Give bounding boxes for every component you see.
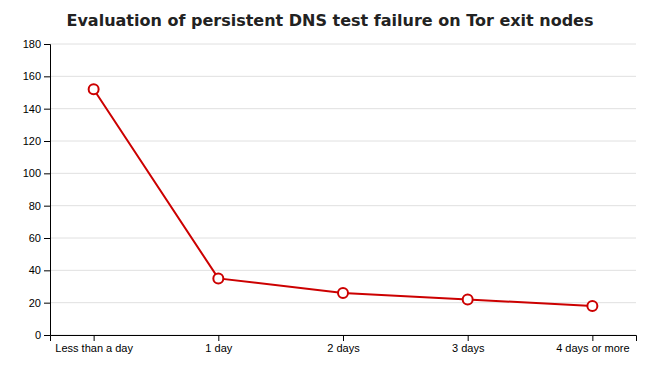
y-tick-label: 100 [23,167,41,179]
line [94,89,593,306]
x-tick-mark [218,335,219,341]
x-tick: 1 day [205,335,232,354]
y-tick: 80 [29,200,50,212]
x-tick-label: 3 days [452,342,485,354]
y-tick: 120 [23,135,50,147]
x-tick: Less than a day [55,335,133,354]
grid-line [50,205,636,206]
y-tick-mark [44,173,50,174]
y-tick-mark [44,303,50,304]
y-tick: 40 [29,264,50,276]
x-tick-mark [468,335,469,341]
y-tick-label: 160 [23,70,41,82]
grid-line [50,44,636,45]
y-tick-label: 0 [35,329,41,341]
x-tick: 2 days [327,335,360,354]
x-tick-label: 2 days [327,342,360,354]
x-tick-mark [592,335,593,341]
chart: 0 20 40 60 80 100 120 140 160 180 Less than a day 1… [0,0,660,371]
y-axis: 0 20 40 60 80 100 120 140 160 180 [23,38,51,341]
x-axis-line [51,336,637,342]
y-tick-label: 20 [29,297,41,309]
y-tick-mark [44,141,50,142]
x-tick-mark [343,335,344,341]
y-tick-mark [44,238,50,239]
grid-line [50,270,636,271]
y-tick: 60 [29,232,50,244]
x-tick-label: 4 days or more [556,342,629,354]
marks [89,84,598,311]
point [587,301,597,311]
y-tick: 140 [23,103,50,115]
point [213,273,223,283]
y-tick: 20 [29,297,50,309]
y-tick-mark [44,76,50,77]
grid-line [50,173,636,174]
grid-line [50,238,636,239]
y-tick: 180 [23,38,50,50]
y-tick-mark [44,206,50,207]
y-tick: 100 [23,167,50,179]
point [338,288,348,298]
grid [50,44,636,335]
point [89,84,99,94]
title: Evaluation of persistent DNS test failur… [67,11,594,30]
y-tick-mark [44,109,50,110]
y-tick-label: 180 [23,38,41,50]
y-axis-line [44,45,51,336]
y-tick-label: 120 [23,135,41,147]
y-tick-mark [44,335,50,336]
y-tick: 0 [35,329,50,341]
grid-line [50,108,636,109]
x-tick-label: Less than a day [55,342,133,354]
point [463,294,473,304]
plot-area: 0 20 40 60 80 100 120 140 160 180 Less than a day 1… [23,38,637,354]
x-tick-label: 1 day [205,342,232,354]
grid-line [50,76,636,77]
grid-line [50,141,636,142]
x-tick: 4 days or more [556,335,629,354]
y-tick-label: 140 [23,103,41,115]
x-tick: 3 days [452,335,485,354]
y-tick-label: 80 [29,200,41,212]
y-tick: 160 [23,70,50,82]
y-tick-mark [44,44,50,45]
x-tick-mark [94,335,95,341]
y-tick-label: 40 [29,264,41,276]
x-axis: Less than a day 1 day 2 days 3 days 4 days o… [51,335,637,354]
y-tick-mark [44,270,50,271]
y-tick-label: 60 [29,232,41,244]
